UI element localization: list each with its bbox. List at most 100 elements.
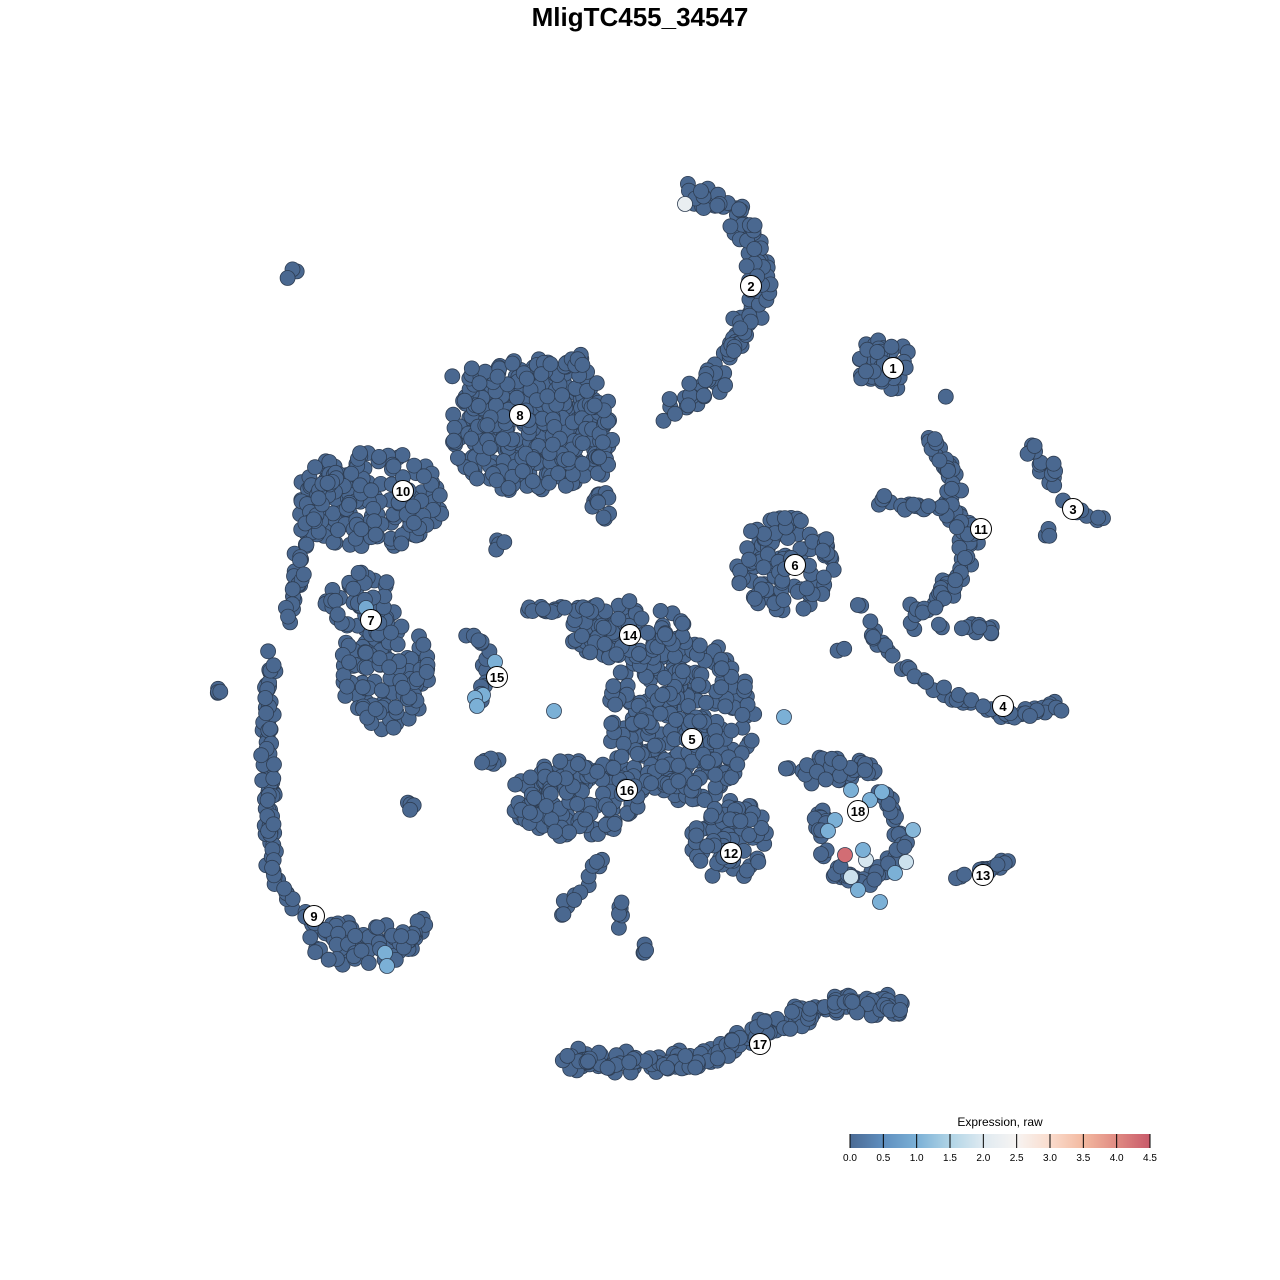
cell-point — [385, 719, 402, 736]
cell-point — [292, 552, 308, 569]
cell-point — [445, 432, 462, 449]
svg-text:10: 10 — [396, 484, 410, 499]
cell-point — [582, 644, 598, 661]
cell-point — [743, 732, 760, 749]
cell-point — [746, 590, 763, 607]
cluster-label-10: 10 — [392, 480, 414, 502]
svg-text:1: 1 — [889, 361, 896, 376]
cell-point — [631, 646, 647, 662]
cell-point — [695, 387, 712, 404]
cell-point — [954, 620, 970, 637]
cell-point — [670, 757, 687, 774]
cell-point — [949, 519, 965, 536]
cell-point — [279, 270, 296, 286]
cluster-label-5: 5 — [681, 728, 703, 750]
cell-point — [691, 637, 708, 654]
cell-point — [525, 451, 542, 468]
cell-point — [691, 713, 708, 730]
legend-tick-label: 3.0 — [1043, 1153, 1057, 1164]
svg-text:11: 11 — [974, 522, 988, 537]
cell-point — [350, 565, 367, 581]
cell-point — [357, 644, 374, 661]
cell-point — [343, 465, 360, 482]
cluster-label-8: 8 — [509, 404, 531, 426]
cell-point — [1045, 455, 1062, 472]
cell-point — [253, 747, 270, 764]
cell-point — [639, 624, 656, 641]
cell-point — [836, 640, 853, 657]
expressing-cell-point — [887, 865, 903, 881]
cell-point — [603, 715, 620, 732]
cell-point — [931, 616, 947, 633]
cell-point — [456, 392, 473, 409]
cell-point — [947, 572, 964, 589]
cell-point — [605, 678, 622, 695]
cell-point — [518, 370, 535, 387]
cell-point — [629, 746, 646, 762]
cell-point — [920, 498, 937, 515]
cell-point — [574, 455, 591, 472]
cell-point — [937, 388, 954, 405]
cell-point — [265, 770, 282, 787]
svg-text:2: 2 — [747, 279, 754, 294]
cell-point — [555, 906, 572, 923]
cell-point — [696, 792, 713, 808]
cell-point — [284, 891, 301, 907]
cell-point — [262, 721, 279, 737]
cell-point — [415, 468, 432, 485]
cell-point — [927, 431, 943, 448]
cell-point — [606, 815, 623, 832]
expressing-cell-point — [776, 709, 792, 725]
cell-point — [284, 581, 301, 598]
cell-point — [558, 477, 574, 494]
cell-point — [305, 511, 322, 528]
cell-point — [613, 894, 630, 911]
cell-point — [656, 670, 673, 686]
cell-point — [775, 592, 792, 608]
cell-point — [668, 711, 684, 728]
cluster-label-11: 11 — [970, 518, 992, 540]
cluster-label-4: 4 — [992, 695, 1014, 717]
cell-point — [652, 705, 669, 722]
svg-text:5: 5 — [688, 732, 695, 747]
cell-point — [831, 754, 848, 771]
cell-point — [310, 490, 327, 507]
cell-point — [607, 696, 624, 713]
cell-point — [596, 636, 613, 652]
cell-point — [814, 542, 831, 559]
cell-point — [858, 363, 874, 380]
cell-point — [713, 660, 730, 677]
cell-point — [688, 827, 705, 844]
cell-point — [479, 417, 496, 434]
svg-text:8: 8 — [516, 408, 523, 423]
cell-point — [892, 1002, 908, 1018]
cell-point — [746, 241, 763, 257]
cell-point — [258, 705, 275, 722]
cell-point — [577, 811, 594, 828]
cell-point — [383, 624, 399, 641]
cell-point — [708, 733, 725, 750]
cell-point — [402, 801, 419, 818]
cell-point — [524, 473, 541, 490]
cluster-label-12: 12 — [720, 842, 742, 864]
cell-point — [817, 771, 834, 788]
cell-point — [793, 513, 809, 529]
cell-point — [690, 677, 707, 693]
cell-point — [547, 823, 563, 840]
cell-point — [345, 580, 362, 597]
cell-point — [1053, 702, 1070, 719]
cell-point — [798, 580, 815, 597]
cell-point — [883, 338, 900, 355]
cell-point — [698, 694, 714, 711]
cell-point — [329, 606, 346, 623]
cell-point — [724, 1032, 740, 1049]
cell-point — [363, 482, 380, 499]
legend-tick-label: 4.5 — [1143, 1153, 1157, 1164]
legend-tick-label: 0.0 — [843, 1153, 857, 1164]
expressing-cell-point — [872, 894, 888, 910]
cell-point — [729, 756, 746, 773]
cell-point — [507, 776, 524, 793]
cell-point — [586, 397, 603, 414]
cell-point — [697, 372, 714, 389]
cell-point — [862, 613, 879, 630]
